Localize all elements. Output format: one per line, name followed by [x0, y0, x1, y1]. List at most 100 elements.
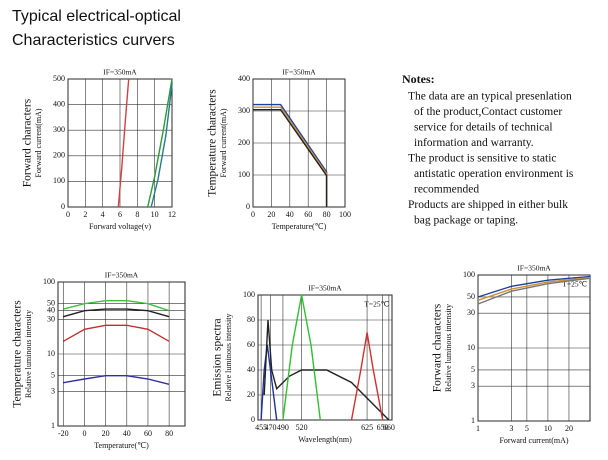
x-tick-label: 5: [525, 424, 529, 433]
y-axis-label: Temperature characters: [12, 300, 24, 408]
y-tick-label: 10: [47, 349, 55, 358]
y-axis-label: Forward current(mA): [34, 108, 43, 177]
y-tick-label: 1: [51, 421, 55, 430]
y-axis-label: Relative luminous intensity: [444, 304, 453, 392]
x-tick-label: 20: [102, 429, 110, 438]
series-line: [477, 275, 591, 298]
x-tick-label: 470: [264, 423, 276, 432]
y-tick-label: 60: [247, 340, 255, 349]
y-axis-label: Relative luminous intensity: [224, 314, 233, 402]
x-axis-label: Temperature(℃): [272, 222, 327, 231]
x-tick-label: 10: [544, 424, 552, 433]
x-tick-label: 20: [565, 424, 573, 433]
x-tick-label: 60: [144, 429, 152, 438]
y-tick-label: 40: [47, 305, 55, 314]
y-tick-label: 3: [51, 386, 55, 395]
x-tick-label: 40: [123, 429, 131, 438]
x-tick-label: 625: [361, 423, 373, 432]
series-line: [282, 294, 321, 421]
note-line: service for details of technical: [414, 122, 553, 134]
y-tick-label: 0: [61, 202, 65, 211]
x-axis-label: Temperature(℃): [94, 441, 149, 450]
y-tick-label: 100: [53, 176, 65, 185]
y-tick-label: 100: [43, 277, 55, 286]
y-tick-label: 200: [53, 151, 65, 160]
chart-title: IF=350mA: [517, 264, 551, 273]
y-tick-label: 100: [463, 270, 475, 279]
y-tick-label: 30: [467, 308, 475, 317]
x-tick-label: 650: [377, 423, 389, 432]
y-axis-label: Temperature characters: [207, 89, 219, 197]
x-tick-label: 1: [476, 424, 480, 433]
y-tick-label: 3: [471, 381, 475, 390]
note-line: antistatic operation environment is: [414, 168, 574, 180]
x-tick-label: 40: [286, 210, 294, 219]
series-line: [253, 109, 328, 207]
y-tick-label: 5: [51, 371, 55, 380]
annotation: T=25℃: [364, 300, 389, 309]
x-tick-label: 520: [296, 423, 308, 432]
y-tick-label: 500: [53, 74, 65, 83]
x-axis-label: Forward current(mA): [499, 436, 568, 445]
x-axis-label: Forward voltage(v): [89, 222, 151, 231]
chart-title: IF=350mA: [105, 271, 139, 280]
series-line: [263, 319, 390, 421]
note-line: of the product,Contact customer: [414, 106, 562, 118]
x-tick-label: 455: [255, 423, 267, 432]
x-tick-label: 6: [118, 210, 122, 219]
y-axis-label: Forward characters: [432, 303, 444, 392]
x-tick-label: 100: [339, 210, 351, 219]
series-line: [62, 324, 170, 342]
series-line: [117, 78, 130, 208]
note-line: recommended: [414, 184, 479, 196]
x-tick-label: 80: [323, 210, 331, 219]
series-line: [350, 332, 384, 421]
note-line: bag package or taping.: [414, 215, 518, 227]
y-tick-label: 0: [251, 415, 255, 424]
y-tick-label: 80: [247, 315, 255, 324]
note-line: The data are an typical presenlation: [408, 91, 572, 103]
x-tick-label: 80: [165, 429, 173, 438]
x-tick-label: 0: [66, 210, 70, 219]
note-line: The product is sensitive to static: [408, 153, 557, 165]
x-tick-label: 60: [304, 210, 312, 219]
y-axis-label: Forward current(mA): [219, 108, 228, 177]
y-tick-label: 100: [238, 170, 250, 179]
series-line: [477, 276, 591, 301]
x-tick-label: 0: [251, 210, 255, 219]
x-tick-label: 490: [277, 423, 289, 432]
x-tick-label: 3: [509, 424, 513, 433]
annotation: T=25℃: [562, 280, 587, 289]
y-tick-label: 1: [471, 416, 475, 425]
x-tick-label: 0: [82, 429, 86, 438]
chart-title: IF=350mA: [103, 68, 137, 77]
series-line: [477, 277, 591, 305]
y-tick-label: 200: [238, 138, 250, 147]
note-line: information and warranty.: [414, 137, 534, 149]
y-tick-label: 50: [467, 292, 475, 301]
y-tick-label: 100: [243, 290, 255, 299]
page-title: Characteristics curvers: [12, 32, 175, 49]
x-axis-label: Wavelength(nm): [298, 435, 352, 444]
x-tick-label: 660: [383, 423, 395, 432]
y-tick-label: 300: [53, 125, 65, 134]
x-tick-label: 2: [83, 210, 87, 219]
y-tick-label: 5: [471, 365, 475, 374]
y-tick-label: 50: [47, 299, 55, 308]
series-line: [63, 300, 170, 312]
y-tick-label: 400: [53, 99, 65, 108]
series-line: [63, 308, 170, 318]
x-tick-label: -20: [58, 429, 69, 438]
y-tick-label: 400: [238, 74, 250, 83]
chart-title: IF=350mA: [308, 284, 342, 293]
notes-heading: Notes:: [402, 72, 435, 86]
chart-title: IF=350mA: [282, 68, 316, 77]
y-tick-label: 20: [247, 390, 255, 399]
series-line: [147, 78, 173, 208]
y-tick-label: 40: [247, 365, 255, 374]
note-line: Products are shipped in either bulk: [408, 199, 568, 211]
x-tick-label: 12: [168, 210, 176, 219]
y-tick-label: 30: [47, 314, 55, 323]
y-axis-label: Emission spectra: [212, 318, 224, 396]
